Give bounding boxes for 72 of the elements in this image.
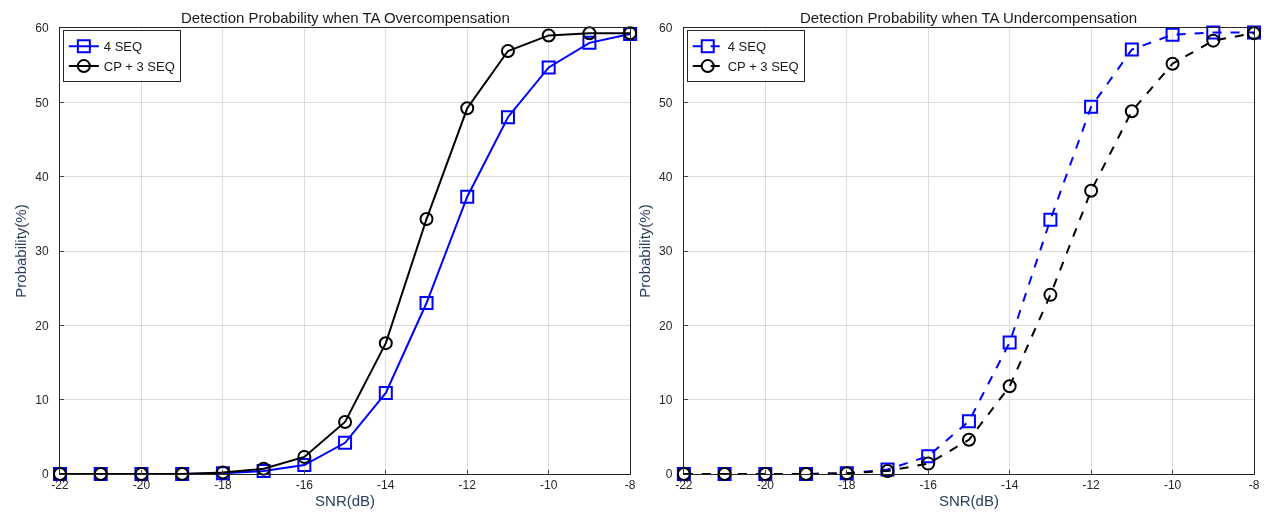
point <box>500 44 515 59</box>
point <box>541 60 556 75</box>
x-tick-label: -10 <box>1163 478 1182 493</box>
x-tick-label: -14 <box>377 478 395 493</box>
point <box>961 432 976 447</box>
point <box>297 449 312 464</box>
point <box>378 385 393 400</box>
y-axis-title: Probability(%) <box>12 204 30 298</box>
x-axis-title: SNR(dB) <box>938 492 999 510</box>
point <box>921 456 936 471</box>
point <box>338 435 353 450</box>
y-tick-label: 50 <box>659 95 673 110</box>
x-tick-label: -12 <box>458 478 477 493</box>
legend-label: 4 SEQ <box>103 39 143 55</box>
y-tick-label: 60 <box>35 21 49 36</box>
point <box>1124 104 1139 119</box>
legend-label: CP + 3 SEQ <box>727 59 799 75</box>
y-tick-label: 20 <box>35 318 49 333</box>
point <box>541 28 556 43</box>
point <box>1043 212 1058 227</box>
point <box>1084 183 1099 198</box>
x-tick-label: -18 <box>214 478 232 493</box>
x-tick-label: -22 <box>51 478 69 493</box>
y-tick-label: 0 <box>41 467 49 482</box>
point <box>1002 335 1017 350</box>
point <box>1165 27 1180 42</box>
x-axis-title: SNR(dB) <box>315 492 376 510</box>
x-tick-label: -16 <box>295 478 314 493</box>
y-tick-label: 30 <box>35 244 49 259</box>
y-tick-label: 20 <box>659 318 673 333</box>
point <box>378 336 393 351</box>
x-tick-label: -22 <box>675 478 693 493</box>
y-tick-label: 50 <box>35 95 49 110</box>
point <box>460 101 475 116</box>
x-tick-label: -8 <box>1248 478 1260 493</box>
point <box>921 449 936 464</box>
point <box>460 189 475 204</box>
point <box>582 35 597 50</box>
point <box>419 296 434 311</box>
x-tick-label: -16 <box>919 478 938 493</box>
point <box>500 110 515 125</box>
point <box>582 26 597 41</box>
x-tick-label: -20 <box>756 478 775 493</box>
point <box>1206 33 1221 48</box>
point <box>1002 379 1017 394</box>
legend-label: CP + 3 SEQ <box>103 59 175 75</box>
point <box>419 212 434 227</box>
point <box>1165 56 1180 71</box>
y-tick-label: 10 <box>35 392 49 407</box>
point <box>1124 42 1139 57</box>
y-tick-label: 40 <box>35 169 49 184</box>
y-axis-title: Probability(%) <box>636 204 654 298</box>
point <box>961 414 976 429</box>
x-tick-label: -14 <box>1000 478 1019 493</box>
point <box>1084 99 1099 114</box>
y-tick-label: 60 <box>659 21 673 36</box>
x-tick-label: -18 <box>838 478 856 493</box>
x-tick-label: -8 <box>624 478 636 493</box>
point <box>1043 287 1058 302</box>
legend-label: 4 SEQ <box>727 39 767 55</box>
chart-title: Detection Probability when TA Undercompensation <box>800 9 1138 26</box>
point <box>338 414 353 429</box>
x-tick-label: -10 <box>540 478 558 493</box>
y-tick-label: 10 <box>659 392 673 407</box>
point <box>297 458 312 473</box>
chart-title: Detection Probability when TA Overcompensation <box>181 9 510 26</box>
y-tick-label: 40 <box>659 169 673 184</box>
y-tick-label: 0 <box>665 467 673 482</box>
point <box>1206 25 1221 40</box>
y-tick-label: 30 <box>659 244 673 259</box>
x-tick-label: -12 <box>1082 478 1101 493</box>
x-tick-label: -20 <box>132 478 151 493</box>
